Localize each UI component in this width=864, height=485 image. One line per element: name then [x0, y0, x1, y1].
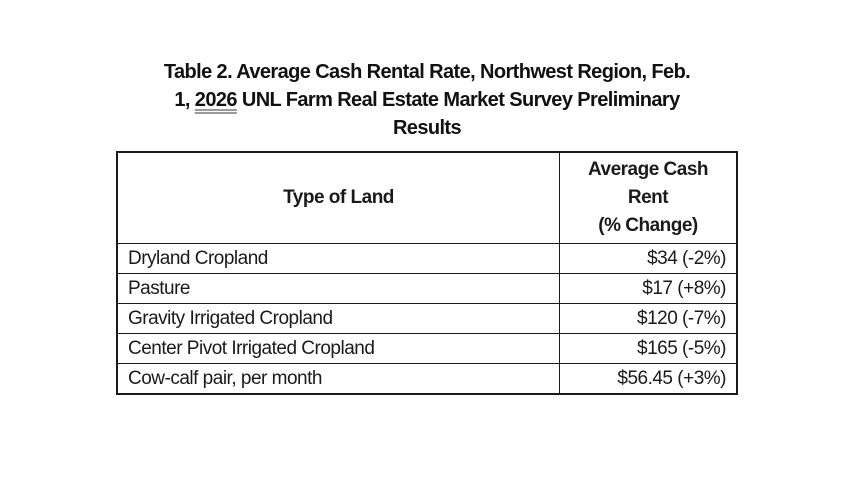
cell-average-rent: $165 (-5%): [559, 333, 738, 364]
cell-type-of-land: Pasture: [116, 273, 560, 304]
table-caption: Table 2. Average Cash Rental Rate, North…: [116, 58, 738, 142]
cell-type-of-land: Cow-calf pair, per month: [116, 363, 560, 395]
table-row: Center Pivot Irrigated Cropland $165 (-5…: [116, 333, 738, 364]
caption-year: 2026: [194, 89, 238, 111]
table-row: Dryland Cropland $34 (-2%): [116, 243, 738, 274]
cell-average-rent: $56.45 (+3%): [559, 363, 738, 395]
caption-line-3: Results: [392, 117, 462, 139]
header-rent-line-1: Average Cash: [587, 159, 709, 180]
cell-type-of-land: Dryland Cropland: [116, 243, 560, 274]
caption-line-2-suffix: UNL Farm Real Estate Market Survey Preli…: [236, 89, 680, 111]
cell-type-of-land: Center Pivot Irrigated Cropland: [116, 333, 560, 364]
table-header-row: Type of Land Average Cash Rent (% Change…: [116, 151, 738, 244]
header-rent-line-3: (% Change): [598, 215, 698, 236]
cell-average-rent: $120 (-7%): [559, 303, 738, 334]
cell-average-rent: $17 (+8%): [559, 273, 738, 304]
caption-line-2-prefix: 1,: [174, 89, 195, 111]
table-row: Cow-calf pair, per month $56.45 (+3%): [116, 363, 738, 395]
cell-average-rent: $34 (-2%): [559, 243, 738, 274]
header-average-cash-rent: Average Cash Rent (% Change): [559, 151, 738, 244]
caption-line-1: Table 2. Average Cash Rental Rate, North…: [163, 61, 691, 83]
table-row: Pasture $17 (+8%): [116, 273, 738, 304]
cash-rent-table: Type of Land Average Cash Rent (% Change…: [116, 151, 738, 395]
header-rent-line-2: Rent: [627, 187, 669, 208]
table-row: Gravity Irrigated Cropland $120 (-7%): [116, 303, 738, 334]
caption-line-2: 1, 2026 UNL Farm Real Estate Market Surv…: [116, 86, 738, 114]
header-type-of-land: Type of Land: [116, 151, 560, 244]
cell-type-of-land: Gravity Irrigated Cropland: [116, 303, 560, 334]
